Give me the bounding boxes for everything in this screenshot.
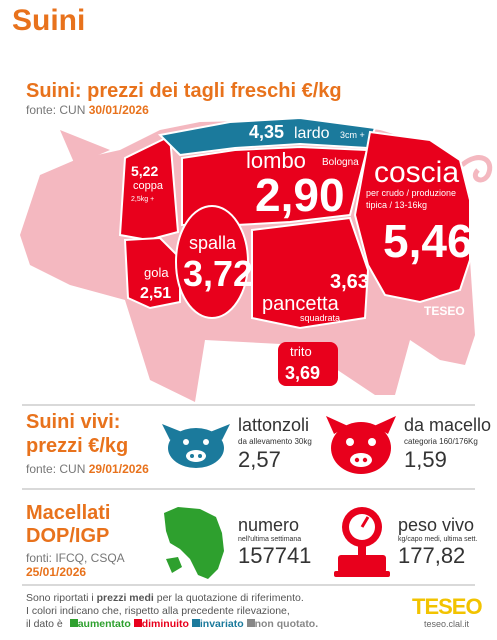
live-source-date: 29/01/2026: [88, 462, 149, 476]
macello-name: da macello: [404, 415, 492, 435]
cut-spalla: [175, 205, 249, 319]
lattonzoli-name: lattonzoli: [238, 415, 310, 435]
coppa-note: 2,5kg +: [131, 196, 155, 203]
numero-note: nell'ultima settimana: [238, 536, 302, 543]
separator-1: [22, 404, 475, 406]
coppa-name: coppa: [133, 180, 163, 192]
legend-down-swatch: [133, 619, 142, 627]
cut-trito: [278, 342, 338, 386]
pig-tail: [460, 155, 493, 183]
teseo-watermark: TESEO: [424, 304, 465, 318]
gola-value: 2,51: [140, 285, 172, 302]
gola-name: gola: [144, 265, 169, 280]
numero-value: 157741: [238, 543, 312, 568]
cut-gola: [123, 236, 181, 310]
pancetta-value: 3,63: [330, 271, 369, 293]
scale-icon: [334, 507, 390, 577]
legend-down: diminuito: [133, 618, 189, 630]
dop-heading-line2: DOP/IGP: [26, 525, 110, 547]
coscia-note2: tipica / 13-16kg: [366, 200, 428, 210]
fresh-source: fonte: CUN 30/01/2026: [26, 103, 149, 117]
cut-coppa: [118, 134, 180, 242]
lardo-name: lardo: [294, 125, 330, 142]
pancetta-name: pancetta: [262, 293, 339, 315]
lattonzoli-value: 2,57: [238, 447, 281, 472]
live-source-prefix: fonte: CUN: [26, 462, 89, 476]
macello-note: categoria 160/176Kg: [404, 437, 478, 446]
dop-date: 25/01/2026: [26, 565, 87, 579]
coscia-note1: per crudo / produzione: [366, 188, 457, 198]
footer-line1-b: prezzi medi: [96, 592, 154, 604]
legend-same: invariato: [191, 618, 244, 630]
footer-line3: il dato è aumentato diminuito invariato …: [26, 618, 318, 631]
numero-name: numero: [238, 515, 300, 535]
peso-note: kg/capo medi, ultima sett.: [398, 536, 478, 543]
fresh-source-date: 30/01/2026: [88, 103, 149, 117]
pancetta-note: squadrata: [300, 313, 341, 323]
legend-down-label: diminuito: [141, 618, 189, 630]
legend-none-swatch: [246, 619, 255, 627]
lombo-name: lombo: [246, 148, 306, 173]
coscia-name: coscia: [374, 156, 460, 189]
peso-name: peso vivo: [398, 515, 475, 535]
legend-same-swatch: [191, 619, 200, 627]
fresh-source-prefix: fonte: CUN: [26, 103, 89, 117]
live-heading-line1: Suini vivi:: [26, 411, 121, 433]
macello-value: 1,59: [404, 447, 447, 472]
cut-pancetta: [251, 216, 370, 330]
footer-line1-c: per la quotazione di riferimento.: [153, 592, 304, 604]
footer-line2: I colori indicano che, rispetto alla pre…: [26, 605, 290, 617]
fresh-heading: Suini: prezzi dei tagli freschi €/kg: [26, 80, 342, 102]
teseo-url[interactable]: teseo.clal.it: [424, 619, 470, 629]
trito-name: trito: [290, 344, 312, 359]
spalla-name: spalla: [189, 233, 237, 253]
cut-coscia: [353, 130, 471, 304]
legend-none: non quotato.: [246, 618, 319, 630]
lardo-value: 4,35: [249, 122, 285, 142]
legend-up-swatch: [69, 619, 78, 627]
lattonzoli-note: da allevamento 30kg: [238, 437, 312, 446]
dop-heading-line1: Macellati: [26, 502, 111, 524]
footer-line3-text: il dato è: [26, 618, 63, 630]
coppa-value: 5,22: [131, 163, 159, 179]
separator-3: [22, 584, 475, 586]
trito-value: 3,69: [285, 363, 321, 383]
legend-same-label: invariato: [199, 618, 244, 630]
spalla-value: 3,72: [183, 253, 254, 294]
lombo-note: Bologna: [322, 157, 359, 168]
live-source: fonte: CUN 29/01/2026: [26, 462, 149, 476]
pig-cuts-diagram: [20, 116, 493, 402]
peso-value: 177,82: [398, 543, 466, 568]
coscia-value: 5,46: [383, 215, 473, 267]
legend-up: aumentato: [66, 618, 131, 630]
legend-up-label: aumentato: [77, 618, 131, 630]
footer-line1-a: Sono riportati i: [26, 592, 97, 604]
pig-ear: [60, 130, 110, 165]
footer-line1: Sono riportati i prezzi medi per la quot…: [26, 592, 318, 605]
lombo-value: 2,90: [255, 169, 345, 221]
italy-map-icon: [164, 507, 224, 579]
pig-head-icon: [326, 416, 396, 474]
footer-note: Sono riportati i prezzi medi per la quot…: [26, 592, 318, 631]
live-heading-line2: prezzi €/kg: [26, 435, 129, 457]
dop-sources: fonti: IFCQ, CSQA: [26, 551, 125, 565]
lardo-note: 3cm +: [340, 130, 365, 140]
legend-none-label: non quotato.: [254, 618, 319, 630]
teseo-logo[interactable]: TESEO: [412, 594, 483, 619]
piglet-icon: [162, 424, 230, 468]
separator-2: [22, 488, 475, 490]
page-title: Suini: [12, 4, 86, 37]
